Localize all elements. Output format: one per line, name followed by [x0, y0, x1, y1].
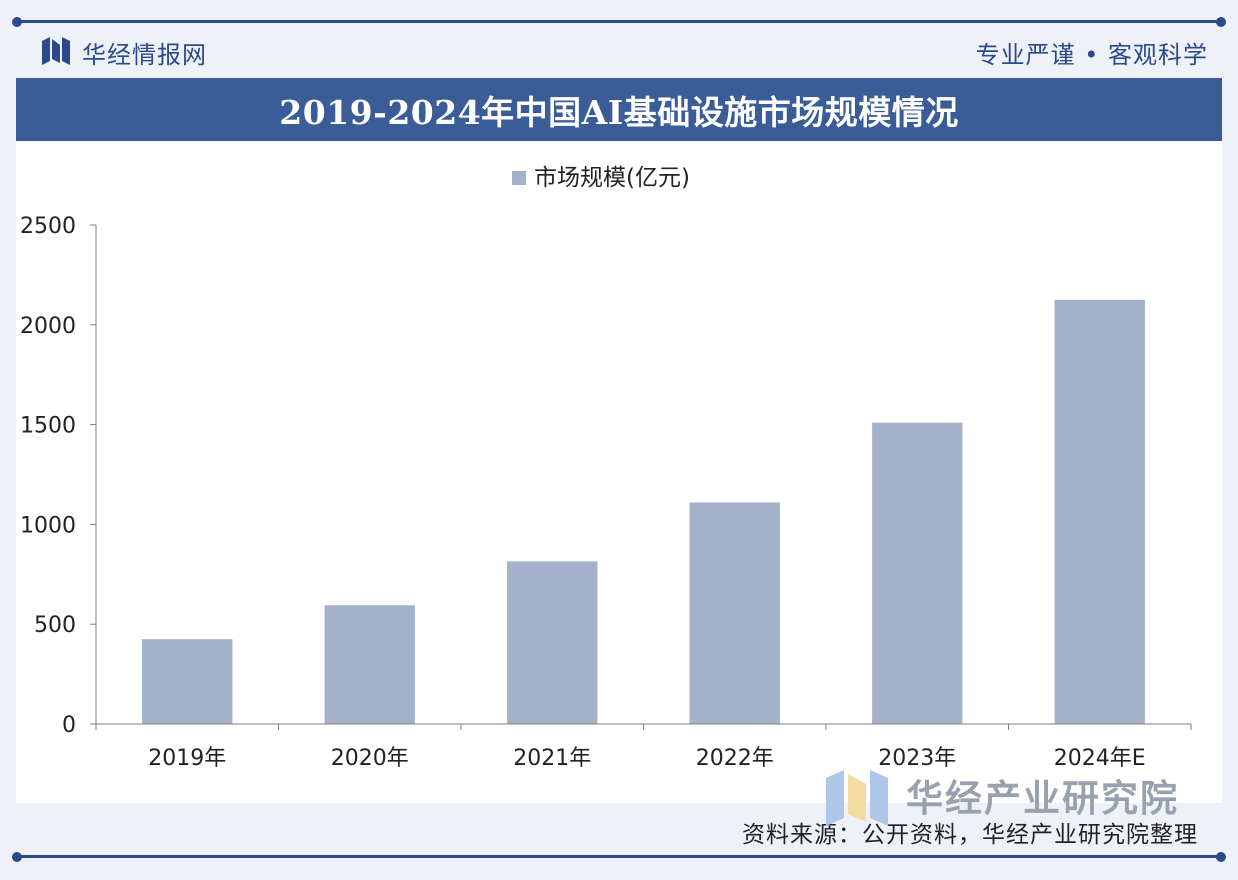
y-tick-label: 2000 — [20, 314, 76, 339]
y-tick-label: 2500 — [20, 214, 76, 239]
chart-title: 2019-2024年中国AI基础设施市场规模情况 — [279, 92, 959, 132]
bar — [1054, 299, 1145, 724]
brand-name: 华经情报网 — [82, 41, 207, 69]
source-bar: 资料来源：公开资料，华经产业研究院整理 — [16, 803, 1222, 855]
top-rule-dot-right — [1216, 16, 1226, 27]
x-tick-label: 2023年 — [878, 746, 956, 771]
y-axis: 0 500 1000 1500 2000 2500 — [20, 214, 97, 738]
x-tick-label: 2021年 — [513, 746, 591, 771]
bar — [689, 502, 780, 724]
chart-panel: 市场规模(亿元) 0 500 1000 1500 2000 2500 2019年 2020年… — [16, 141, 1222, 803]
chart-legend: 市场规模(亿元) — [512, 165, 690, 191]
legend-swatch — [512, 171, 526, 185]
top-rule — [12, 16, 1226, 27]
bar-chart: 市场规模(亿元) 0 500 1000 1500 2000 2500 2019年 2020年… — [20, 165, 1192, 771]
header-bar: 华经情报网 专业严谨 • 客观科学 — [16, 27, 1222, 75]
brand-logo-icon — [42, 37, 70, 65]
x-axis: 2019年 2020年 2021年 2022年 2023年 2024年E — [95, 723, 1192, 771]
bottom-rule — [12, 851, 1226, 862]
title-band: 2019-2024年中国AI基础设施市场规模情况 — [16, 78, 1222, 141]
bar — [142, 639, 233, 724]
top-rule-dot-left — [12, 16, 22, 27]
y-tick-label: 500 — [34, 613, 76, 638]
x-tick-label: 2022年 — [696, 746, 774, 771]
y-tick-label: 1000 — [20, 513, 76, 538]
bar — [324, 605, 415, 724]
slogan: 专业严谨 • 客观科学 — [975, 41, 1208, 69]
x-tick-label: 2024年E — [1054, 746, 1146, 771]
x-tick-label: 2020年 — [331, 746, 409, 771]
bar — [507, 561, 598, 724]
x-tick-label: 2019年 — [148, 746, 226, 771]
bar — [872, 422, 963, 724]
y-tick-label: 1500 — [20, 414, 76, 439]
bottom-rule-dot-right — [1216, 851, 1226, 862]
y-tick-label: 0 — [62, 713, 76, 738]
watermark-brand: 华经产业研究院 — [906, 777, 1179, 820]
legend-label: 市场规模(亿元) — [534, 165, 690, 191]
bottom-rule-dot-left — [12, 851, 22, 862]
bar-series — [142, 299, 1145, 724]
watermark-logo-icon — [826, 770, 888, 826]
source-note: 资料来源：公开资料，华经产业研究院整理 — [742, 822, 1198, 848]
